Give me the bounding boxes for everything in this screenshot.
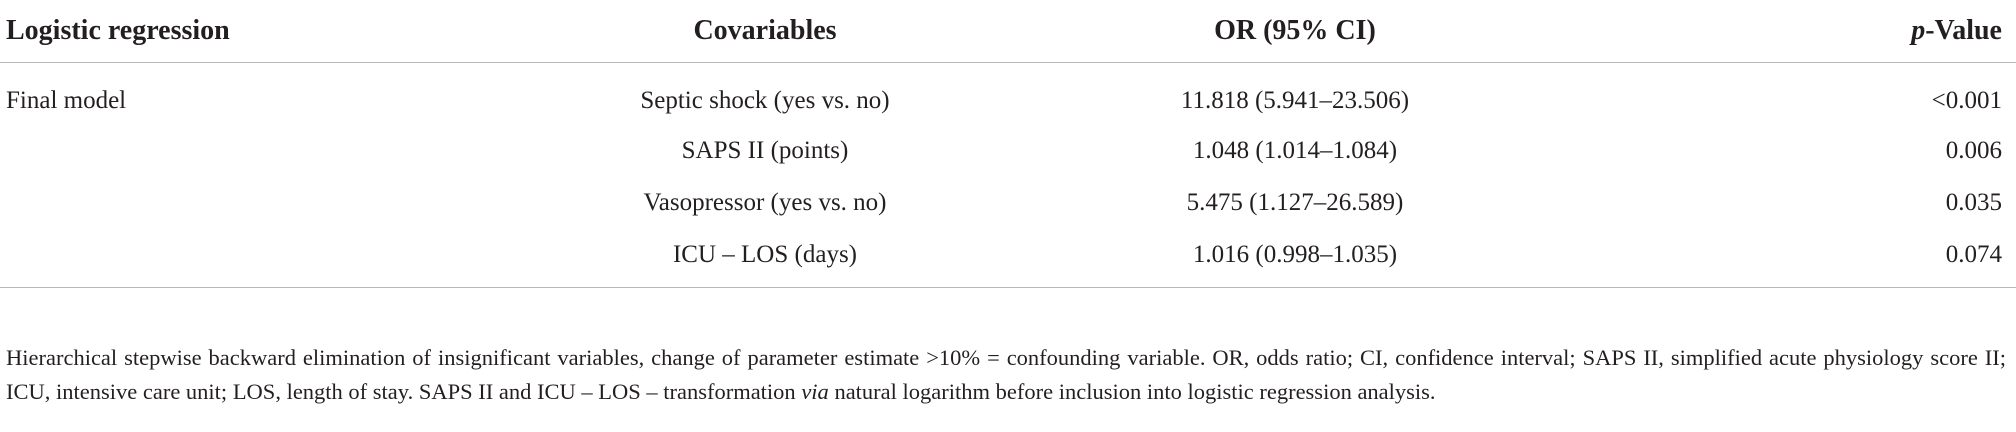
cell-covariable: Vasopressor (yes vs. no): [643, 189, 887, 216]
cell-p-value: 0.074: [1560, 229, 2016, 288]
cell-p-value: <0.001: [1931, 87, 2002, 114]
cell-group: [0, 229, 500, 288]
cell-or-ci: 1.016 (0.998–1.035): [1030, 229, 1560, 288]
cell-or-ci: 11.818 (5.941–23.506): [1180, 87, 1410, 114]
header-or-ci: OR (95% CI): [1030, 0, 1560, 63]
cell-covariable: SAPS II (points): [681, 137, 849, 164]
table-header-row: Logistic regression Covariables OR (95% …: [0, 0, 2016, 63]
footnote-text-italic: via: [801, 378, 829, 404]
cell-covariable: Septic shock (yes vs. no): [640, 87, 890, 114]
cell-group: [0, 125, 500, 177]
cell-p-value: 0.035: [1945, 189, 2002, 216]
cell-or-ci: 5.475 (1.127–26.589): [1186, 189, 1404, 216]
header-logistic-regression: Logistic regression: [0, 0, 500, 63]
cell-covariable: ICU – LOS (days): [500, 229, 1030, 288]
header-p-value: p-Value: [1560, 0, 2016, 63]
cell-group: [0, 177, 500, 229]
table-row: SAPS II (points) 1.048 (1.014–1.084) 0.0…: [0, 125, 2016, 177]
table-row: ICU – LOS (days) 1.016 (0.998–1.035) 0.0…: [0, 229, 2016, 288]
cell-group: Final model: [6, 87, 127, 114]
header-p-italic: p: [1911, 15, 1926, 46]
footnote-text-part1: Hierarchical stepwise backward eliminati…: [6, 344, 2006, 404]
table-footnote: Hierarchical stepwise backward eliminati…: [6, 341, 2006, 409]
cell-p-value: 0.006: [1945, 137, 2002, 164]
table-row: Final model Septic shock (yes vs. no) 11…: [0, 63, 2016, 126]
cell-or-ci: 1.048 (1.014–1.084): [1192, 137, 1398, 164]
footnote-text-part2: natural logarithm before inclusion into …: [828, 378, 1436, 404]
logistic-regression-table: Logistic regression Covariables OR (95% …: [0, 0, 2016, 288]
table-row: Vasopressor (yes vs. no) 5.475 (1.127–26…: [0, 177, 2016, 229]
header-covariables: Covariables: [500, 0, 1030, 63]
regression-table-container: Logistic regression Covariables OR (95% …: [0, 0, 2016, 288]
header-p-rest: -Value: [1925, 15, 2002, 46]
